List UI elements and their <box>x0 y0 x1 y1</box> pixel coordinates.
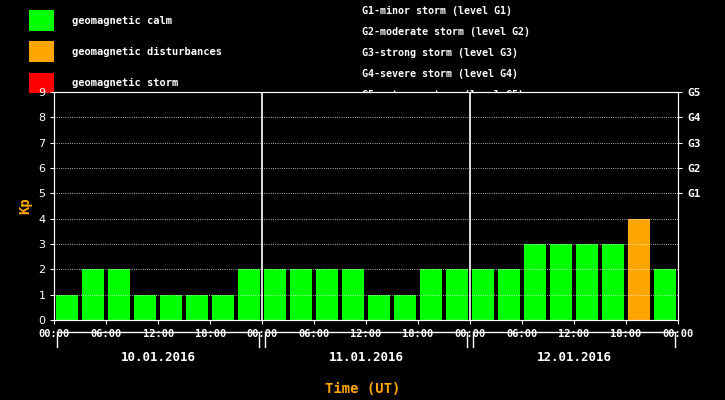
Bar <box>29 72 54 93</box>
Text: G4-severe storm (level G4): G4-severe storm (level G4) <box>362 69 518 79</box>
Bar <box>602 244 624 320</box>
Bar <box>628 219 650 320</box>
Text: G3-strong storm (level G3): G3-strong storm (level G3) <box>362 48 518 58</box>
Bar <box>342 269 364 320</box>
Bar <box>290 269 312 320</box>
Text: geomagnetic calm: geomagnetic calm <box>72 16 173 26</box>
Bar <box>394 295 416 320</box>
Text: 12.01.2016: 12.01.2016 <box>536 351 611 364</box>
Bar <box>160 295 182 320</box>
Bar <box>264 269 286 320</box>
Bar <box>134 295 157 320</box>
Bar <box>29 10 54 31</box>
Bar <box>524 244 546 320</box>
Bar <box>550 244 572 320</box>
Text: Time (UT): Time (UT) <box>325 382 400 396</box>
Bar <box>420 269 442 320</box>
Bar <box>239 269 260 320</box>
Text: geomagnetic storm: geomagnetic storm <box>72 78 179 88</box>
Bar <box>29 42 54 62</box>
Text: G1-minor storm (level G1): G1-minor storm (level G1) <box>362 6 513 16</box>
Bar <box>654 269 676 320</box>
Text: 10.01.2016: 10.01.2016 <box>121 351 196 364</box>
Bar <box>212 295 234 320</box>
Text: geomagnetic disturbances: geomagnetic disturbances <box>72 47 223 57</box>
Text: 11.01.2016: 11.01.2016 <box>328 351 404 364</box>
Bar <box>498 269 520 320</box>
Y-axis label: Kp: Kp <box>19 198 33 214</box>
Bar <box>446 269 468 320</box>
Bar <box>108 269 130 320</box>
Text: G2-moderate storm (level G2): G2-moderate storm (level G2) <box>362 27 531 37</box>
Bar <box>576 244 598 320</box>
Bar <box>57 295 78 320</box>
Bar <box>368 295 390 320</box>
Bar <box>83 269 104 320</box>
Bar <box>316 269 338 320</box>
Text: G5-extreme storm (level G5): G5-extreme storm (level G5) <box>362 90 524 100</box>
Bar <box>186 295 208 320</box>
Bar <box>472 269 494 320</box>
